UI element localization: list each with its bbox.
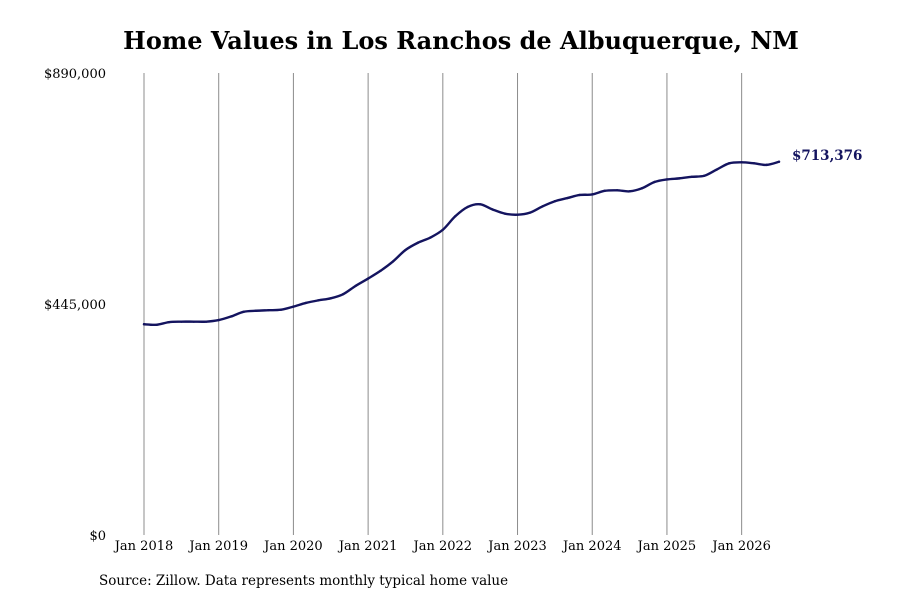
x-tick-label: Jan 2024	[561, 539, 622, 554]
vertical-gridlines	[143, 73, 743, 535]
data-point	[155, 323, 158, 326]
series-layer: $713,376	[142, 148, 862, 327]
data-point	[142, 323, 146, 326]
y-tick-label: $0	[89, 529, 106, 544]
data-point	[466, 205, 469, 209]
data-point	[267, 309, 270, 312]
data-point	[317, 299, 320, 302]
data-point	[615, 189, 619, 192]
chart-title: Home Values in Los Ranchos de Albuquerqu…	[123, 26, 799, 55]
data-point	[205, 320, 208, 323]
data-point	[640, 187, 644, 190]
data-point	[454, 215, 457, 218]
data-point	[765, 163, 768, 167]
data-point	[653, 180, 656, 184]
x-tick-label: Jan 2020	[262, 539, 323, 554]
data-point	[678, 177, 681, 180]
x-tick-label: Jan 2019	[187, 539, 248, 554]
data-point	[379, 269, 382, 272]
data-point	[180, 320, 183, 323]
y-tick-label: $445,000	[44, 298, 106, 313]
data-point	[528, 211, 532, 214]
x-tick-label: Jan 2026	[710, 539, 771, 554]
x-tick-label: Jan 2018	[113, 539, 174, 554]
data-point	[292, 305, 295, 308]
data-point	[740, 161, 743, 164]
data-point	[578, 193, 581, 197]
data-point	[516, 213, 519, 216]
data-point	[329, 297, 332, 300]
data-point	[491, 208, 494, 211]
data-point	[503, 212, 507, 215]
data-point	[628, 190, 631, 193]
data-point	[665, 178, 669, 181]
data-point	[478, 203, 482, 206]
y-tick-label: $890,000	[44, 67, 106, 82]
data-point	[404, 248, 407, 252]
x-tick-label: Jan 2022	[412, 539, 473, 554]
data-point	[391, 260, 395, 263]
data-point	[703, 174, 706, 177]
data-point	[342, 292, 345, 296]
data-point	[777, 160, 781, 163]
data-point	[242, 310, 245, 313]
data-point	[366, 277, 370, 280]
data-point	[192, 320, 196, 323]
y-axis-tick-labels: $0 $445,000 $890,000	[44, 67, 106, 544]
data-point	[217, 318, 220, 322]
series-line	[142, 160, 781, 327]
data-point	[591, 193, 594, 196]
x-tick-label: Jan 2021	[337, 539, 398, 554]
x-tick-label: Jan 2025	[636, 539, 697, 554]
data-point	[279, 308, 283, 311]
data-point	[304, 301, 308, 305]
data-point	[354, 284, 357, 288]
data-point	[229, 315, 233, 318]
data-point	[167, 320, 171, 324]
data-point	[603, 189, 606, 193]
data-point	[429, 236, 432, 239]
data-point	[566, 196, 569, 200]
data-point	[690, 175, 694, 179]
data-point	[715, 168, 718, 171]
x-tick-label: Jan 2023	[486, 539, 547, 554]
data-point	[541, 205, 544, 208]
data-point	[752, 162, 756, 165]
data-point	[254, 309, 258, 312]
data-point	[553, 200, 557, 203]
end-value-label: $713,376	[792, 148, 862, 164]
data-point	[441, 228, 445, 231]
data-point	[727, 162, 731, 165]
source-note: Source: Zillow. Data represents monthly …	[99, 573, 509, 589]
x-axis-tick-labels: Jan 2018 Jan 2019 Jan 2020 Jan 2021 Jan 2022…	[113, 539, 771, 554]
data-point	[416, 241, 420, 244]
